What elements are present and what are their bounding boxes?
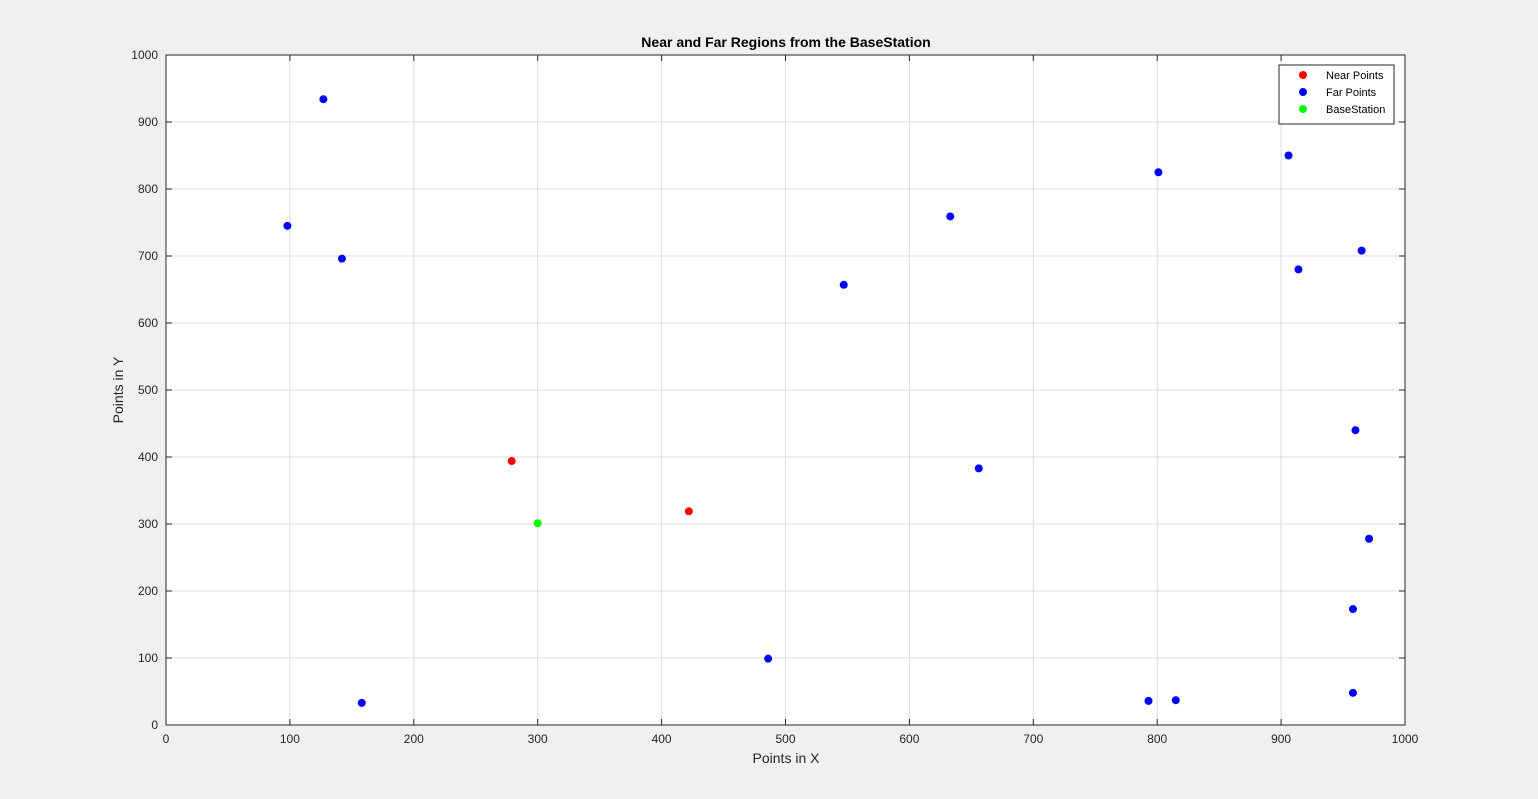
y-tick-label: 0 xyxy=(151,718,158,732)
data-point xyxy=(1351,426,1360,435)
data-point xyxy=(533,519,542,528)
x-tick-label: 900 xyxy=(1271,732,1291,746)
data-point xyxy=(764,654,773,663)
data-point xyxy=(946,212,955,221)
y-tick-label: 300 xyxy=(138,517,158,531)
x-axis-title: Points in X xyxy=(753,750,821,766)
data-point xyxy=(1294,265,1303,274)
data-point xyxy=(283,221,292,230)
x-tick-label: 100 xyxy=(280,732,300,746)
x-tick-label: 300 xyxy=(528,732,548,746)
legend-label: BaseStation xyxy=(1326,104,1385,116)
x-tick-label: 1000 xyxy=(1392,732,1419,746)
data-point xyxy=(1284,151,1293,160)
data-point xyxy=(839,280,848,289)
axis-ticks: 0 100 200 300 400 500 600 700 800 900 1000 0 100 200 3… xyxy=(131,48,1418,746)
legend-label: Far Points xyxy=(1326,87,1377,99)
y-tick-label: 400 xyxy=(138,450,158,464)
grid-lines xyxy=(166,55,1405,725)
x-tick-label: 600 xyxy=(899,732,919,746)
data-point xyxy=(1171,696,1180,705)
legend-marker xyxy=(1299,71,1307,79)
data-point xyxy=(337,254,346,263)
data-point xyxy=(357,698,366,707)
y-tick-label: 800 xyxy=(138,182,158,196)
legend-marker xyxy=(1299,105,1307,113)
legend: Near Points Far Points BaseStation xyxy=(1278,64,1395,125)
y-tick-label: 200 xyxy=(138,584,158,598)
chart-title: Near and Far Regions from the BaseStatio… xyxy=(641,34,930,50)
x-tick-label: 800 xyxy=(1147,732,1167,746)
y-axis-title: Points in Y xyxy=(110,356,126,423)
data-point xyxy=(1357,246,1366,255)
x-tick-label: 0 xyxy=(163,732,170,746)
x-tick-label: 400 xyxy=(652,732,672,746)
data-point xyxy=(974,464,983,473)
legend-box xyxy=(1278,64,1395,125)
y-tick-label: 600 xyxy=(138,316,158,330)
y-tick-label: 500 xyxy=(138,383,158,397)
x-tick-label: 700 xyxy=(1023,732,1043,746)
data-point xyxy=(507,457,516,466)
y-tick-label: 1000 xyxy=(131,48,158,62)
y-tick-label: 700 xyxy=(138,249,158,263)
data-point xyxy=(1365,534,1374,543)
data-point xyxy=(319,95,328,104)
x-tick-label: 500 xyxy=(775,732,795,746)
x-tick-label: 200 xyxy=(404,732,424,746)
data-point xyxy=(1348,605,1357,614)
data-point xyxy=(1144,696,1153,705)
legend-label: Near Points xyxy=(1326,70,1384,82)
data-point xyxy=(684,507,693,516)
y-tick-label: 100 xyxy=(138,651,158,665)
data-point xyxy=(1348,688,1357,697)
data-points xyxy=(283,95,1374,707)
data-point xyxy=(1154,168,1163,177)
y-tick-label: 900 xyxy=(138,115,158,129)
legend-marker xyxy=(1299,88,1307,96)
